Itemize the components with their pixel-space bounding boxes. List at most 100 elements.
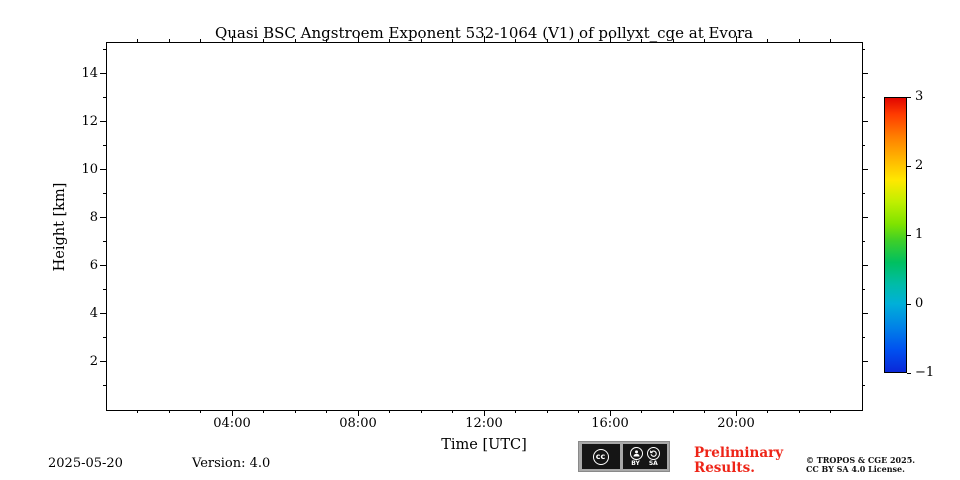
x-minor-tick [672, 410, 674, 413]
y-minor-tick [103, 385, 106, 387]
x-tick-label: 08:00 [339, 416, 377, 431]
x-minor-tick [263, 410, 264, 413]
y-minor-tick [103, 49, 106, 51]
x-major-tick [231, 410, 233, 416]
colorbar-tick-label: 2 [915, 158, 924, 173]
cc-logo-tile: cc [581, 444, 620, 469]
y-tick-label: 4 [89, 305, 98, 321]
x-major-tick [735, 410, 737, 416]
plot-area [106, 42, 863, 411]
x-minor-tick [452, 410, 453, 413]
copyright-line1: © TROPOS & CGE 2025. [806, 455, 916, 465]
colorbar-tick [907, 372, 911, 374]
x-minor-tick [546, 410, 548, 413]
y-major-tick [100, 121, 106, 123]
y-tick-label: 2 [89, 353, 98, 369]
x-minor-tick [326, 39, 327, 42]
cc-icon: cc [592, 448, 609, 465]
x-minor-tick [137, 410, 138, 413]
x-major-tick [609, 410, 611, 416]
preliminary-line1: Preliminary [694, 445, 784, 461]
y-tick-label: 14 [81, 65, 98, 81]
y-tick-label: 12 [81, 113, 98, 129]
y-minor-tick [103, 97, 106, 99]
x-tick-label: 20:00 [717, 416, 755, 431]
y-minor-tick [862, 289, 865, 291]
y-major-tick [862, 169, 868, 171]
colorbar-tick-label: 1 [915, 227, 924, 242]
y-minor-tick [103, 241, 106, 243]
colorbar-tick [907, 165, 911, 167]
y-minor-tick [862, 337, 865, 339]
x-major-tick [231, 36, 233, 42]
x-minor-tick [546, 39, 548, 42]
colorbar [884, 97, 907, 373]
colorbar-tick [907, 303, 911, 305]
y-tick-label: 8 [89, 209, 98, 225]
x-minor-tick [704, 39, 705, 42]
cc-bysa-tile: BY SA [622, 444, 667, 469]
x-minor-tick [830, 410, 831, 413]
colorbar-gradient [885, 98, 906, 372]
x-minor-tick [767, 39, 768, 42]
x-minor-tick [326, 410, 327, 413]
x-tick-label: 16:00 [591, 416, 629, 431]
x-minor-tick [672, 39, 674, 42]
x-minor-tick [263, 39, 264, 42]
x-minor-tick [515, 39, 516, 42]
x-major-tick [483, 36, 485, 42]
x-minor-tick [641, 39, 642, 42]
y-major-tick [862, 265, 868, 267]
x-minor-tick [168, 39, 170, 42]
cc-license-badge: cc BY SA [578, 441, 670, 472]
x-minor-tick [200, 410, 201, 413]
colorbar-tick-label: −1 [915, 365, 935, 380]
x-axis-label: Time [UTC] [441, 437, 527, 453]
y-minor-tick [103, 289, 106, 291]
colorbar-tick-label: 0 [915, 296, 924, 311]
copyright-line2: CC BY SA 4.0 License. [806, 464, 905, 474]
y-minor-tick [862, 241, 865, 243]
y-major-tick [100, 265, 106, 267]
x-minor-tick [798, 410, 800, 413]
y-minor-tick [862, 193, 865, 195]
y-tick-label: 10 [81, 161, 98, 177]
x-minor-tick [389, 39, 390, 42]
y-major-tick [862, 361, 868, 363]
x-minor-tick [452, 39, 453, 42]
y-minor-tick [103, 337, 106, 339]
y-minor-tick [103, 145, 106, 147]
y-major-tick [862, 73, 868, 75]
x-minor-tick [830, 39, 831, 42]
y-minor-tick [862, 145, 865, 147]
x-minor-tick [420, 410, 422, 413]
x-minor-tick [798, 39, 800, 42]
y-major-tick [862, 121, 868, 123]
x-minor-tick [515, 410, 516, 413]
x-minor-tick [420, 39, 422, 42]
x-major-tick [357, 36, 359, 42]
x-major-tick [609, 36, 611, 42]
y-major-tick [100, 217, 106, 219]
x-major-tick [483, 410, 485, 416]
x-tick-label: 12:00 [465, 416, 503, 431]
colorbar-tick [907, 96, 911, 98]
x-major-tick [357, 410, 359, 416]
y-major-tick [100, 361, 106, 363]
y-major-tick [862, 217, 868, 219]
y-minor-tick [862, 385, 865, 387]
sa-label: SA [648, 459, 658, 467]
x-minor-tick [168, 410, 170, 413]
y-minor-tick [103, 193, 106, 195]
x-minor-tick [704, 410, 705, 413]
x-major-tick [735, 36, 737, 42]
y-minor-tick [862, 49, 865, 51]
x-minor-tick [294, 410, 296, 413]
y-major-tick [100, 73, 106, 75]
y-major-tick [862, 313, 868, 315]
x-minor-tick [767, 410, 768, 413]
x-tick-label: 04:00 [213, 416, 251, 431]
preliminary-line2: Results. [694, 460, 755, 476]
by-person-icon [629, 446, 643, 460]
